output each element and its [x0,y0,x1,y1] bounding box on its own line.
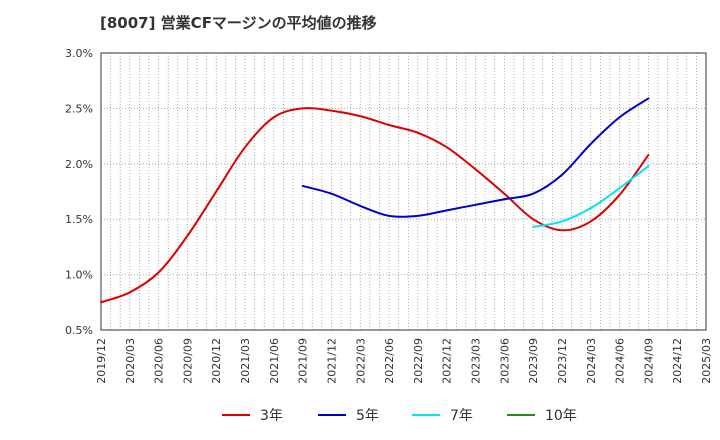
x-tick-label: 2022/09 [412,338,425,384]
legend-item-5y: 5年 [318,405,379,425]
legend: 3年 5年 7年 10年 [0,400,720,430]
plot-frame [100,52,707,331]
x-tick-label: 2023/09 [527,338,540,384]
x-tick-label: 2024/03 [585,338,598,384]
x-tick-label: 2021/03 [239,338,252,384]
y-tick-label: 0.5% [65,324,93,337]
x-tick-label: 2024/06 [614,338,627,384]
x-tick-label: 2020/03 [124,338,137,384]
y-tick-label: 2.5% [65,102,93,115]
x-tick-label: 2022/06 [383,338,396,384]
legend-swatch-10y [507,414,535,416]
x-tick-label: 2019/12 [95,338,108,384]
x-tick-label: 2021/06 [268,338,281,384]
line-chart: 0.5% 1.0% 1.5% 2.0% 2.5% 3.0% 2019/12 2020/03 20… [65,47,713,384]
chart-title: [8007] 営業CFマージンの平均値の推移 [100,14,377,32]
x-tick-label: 2021/12 [325,338,338,384]
x-tick-label: 2023/06 [498,338,511,384]
legend-label-7y: 7年 [450,408,473,424]
legend-swatch-3y [222,414,250,416]
x-tick-label: 2024/12 [671,338,684,384]
y-tick-label: 1.5% [65,213,93,226]
x-tick-label: 2023/12 [556,338,569,384]
series-line-0 [100,107,650,304]
y-tick-label: 3.0% [65,47,93,60]
series-line-1 [301,97,650,218]
x-tick-label: 2022/12 [441,338,454,384]
y-tick-label: 1.0% [65,269,93,282]
plot-area [101,53,706,330]
y-tick-label: 2.0% [65,158,93,171]
legend-label-3y: 3年 [260,408,283,424]
series-line-2 [532,165,650,228]
legend-swatch-7y [412,414,440,416]
x-tick-label: 2020/09 [181,338,194,384]
legend-item-7y: 7年 [412,405,473,425]
x-tick-label: 2024/09 [642,338,655,384]
legend-label-5y: 5年 [356,408,379,424]
legend-label-10y: 10年 [545,408,577,424]
x-tick-label: 2021/09 [297,338,310,384]
legend-item-3y: 3年 [222,405,283,425]
legend-swatch-5y [318,414,346,416]
x-tick-label: 2020/12 [210,338,223,384]
x-tick-label: 2020/06 [153,338,166,384]
x-tick-label: 2022/03 [354,338,367,384]
x-tick-label: 2023/03 [470,338,483,384]
x-tick-label: 2025/03 [700,338,713,384]
legend-item-10y: 10年 [507,405,577,425]
